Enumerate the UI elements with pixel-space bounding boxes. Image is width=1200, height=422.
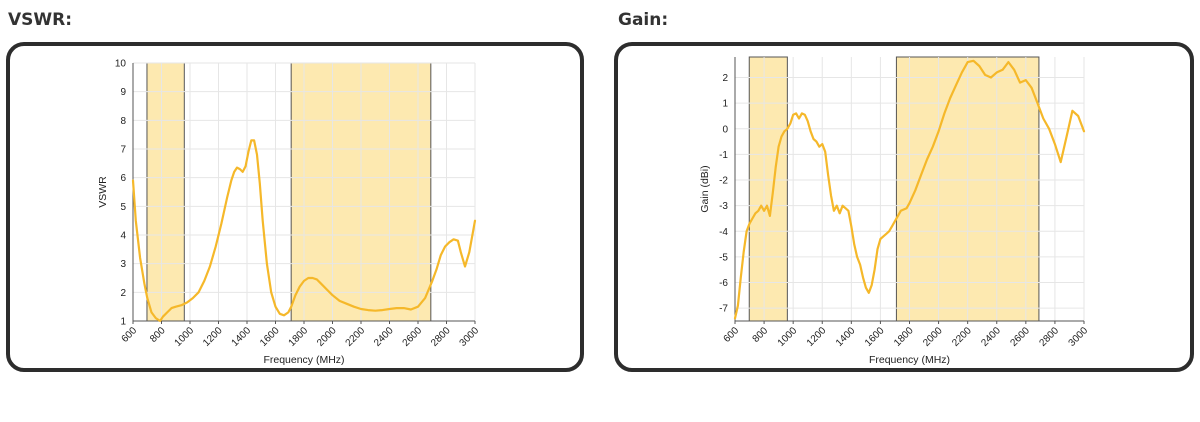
gain-chart: 600 800 1000 1200 1400 1600 1800 2000 2200 2400 26…	[699, 56, 1091, 366]
gain-x-tick-label-4: 1400	[834, 325, 858, 349]
gain-y-axis-label: Gain (dBi)	[699, 165, 711, 212]
vswr-y-ticks: 1 2 3 4 5 6 7 8 9 10	[115, 59, 127, 328]
vswr-x-ticks: 600 800 1000 1200 1400 1600 1800 2000 2200 2400 26…	[120, 321, 482, 349]
gain-y-tick-label-1: -6	[719, 278, 728, 289]
vswr-y-tick-label-1: 2	[120, 288, 126, 299]
vswr-x-tick-label-10: 2600	[401, 325, 425, 349]
vswr-y-tick-label-6: 7	[120, 145, 126, 156]
gain-x-tick-label-8: 2200	[950, 325, 974, 349]
gain-y-tick-label-9: 2	[722, 73, 728, 84]
gain-x-axis-label: Frequency (MHz)	[869, 354, 950, 366]
gain-y-tick-label-5: -2	[719, 176, 728, 187]
vswr-x-tick-label-1: 800	[148, 325, 168, 345]
gain-x-tick-label-2: 1000	[776, 325, 800, 349]
vswr-x-tick-label-3: 1200	[201, 325, 225, 349]
vswr-y-tick-label-8: 9	[120, 87, 126, 98]
gain-grid	[734, 57, 1085, 321]
vswr-x-tick-label-9: 2400	[372, 325, 396, 349]
vswr-x-axis-label: Frequency (MHz)	[263, 354, 344, 366]
gain-y-ticks: -7 -6 -5 -4 -3 -2 -1 0 1 2	[719, 73, 728, 315]
vswr-x-tick-label-4: 1400	[230, 325, 254, 349]
vswr-y-axis-label: VSWR	[97, 176, 109, 208]
gain-x-tick-label-7: 2000	[921, 325, 945, 349]
gain-y-tick-label-7: 0	[722, 124, 728, 135]
gain-y-tick-label-6: -1	[719, 150, 728, 161]
vswr-band-0	[146, 62, 185, 322]
gain-x-ticks: 600 800 1000 1200 1400 1600 1800 2000 2200 2400 26…	[722, 321, 1091, 349]
gain-y-tick-label-8: 1	[722, 99, 728, 110]
vswr-x-tick-label-2: 1000	[173, 325, 197, 349]
vswr-y-tick-label-0: 1	[120, 317, 126, 328]
vswr-x-tick-label-6: 1800	[287, 325, 311, 349]
vswr-chart: 600 800 1000 1200 1400 1600 1800 2000 2200 2400 26…	[97, 59, 482, 367]
gain-x-tick-label-1: 800	[751, 325, 771, 345]
vswr-x-tick-label-11: 2800	[429, 325, 453, 349]
gain-series-line-0	[733, 59, 1086, 320]
gain-x-tick-label-6: 1800	[892, 325, 916, 349]
vswr-x-tick-label-12: 3000	[458, 325, 482, 349]
vswr-grid	[132, 62, 476, 322]
vswr-y-tick-label-7: 8	[120, 116, 126, 127]
gain-y-tick-label-3: -4	[719, 227, 728, 238]
gain-x-tick-label-5: 1600	[863, 325, 887, 349]
gain-y-tick-label-4: -3	[719, 201, 728, 212]
gain-x-tick-label-0: 600	[722, 325, 742, 345]
gain-x-tick-label-9: 2400	[979, 325, 1003, 349]
gain-series	[733, 59, 1086, 320]
vswr-x-tick-label-5: 1600	[258, 325, 282, 349]
vswr-title: VSWR:	[8, 10, 73, 30]
gain-y-tick-label-2: -5	[719, 252, 728, 263]
gain-title: Gain:	[618, 10, 669, 30]
gain-x-tick-label-12: 3000	[1067, 325, 1091, 349]
vswr-x-tick-label-7: 2000	[315, 325, 339, 349]
gain-x-tick-label-3: 1200	[805, 325, 829, 349]
gain-band-0	[748, 56, 788, 322]
vswr-y-tick-label-2: 3	[120, 259, 126, 270]
vswr-chart-panel: 600 800 1000 1200 1400 1600 1800 2000 2200 2400 26…	[6, 42, 584, 372]
gain-x-tick-label-11: 2800	[1038, 325, 1062, 349]
vswr-x-tick-label-0: 600	[120, 325, 140, 345]
vswr-series-line-0	[131, 139, 477, 323]
gain-x-tick-label-10: 2600	[1008, 325, 1032, 349]
gain-chart-panel: 600 800 1000 1200 1400 1600 1800 2000 2200 2400 26…	[614, 42, 1194, 372]
vswr-y-tick-label-4: 5	[120, 202, 126, 213]
vswr-y-tick-label-3: 4	[120, 231, 126, 242]
vswr-x-tick-label-8: 2200	[344, 325, 368, 349]
vswr-y-tick-label-5: 6	[120, 173, 126, 184]
vswr-series	[131, 139, 477, 323]
vswr-y-tick-label-9: 10	[115, 59, 127, 70]
gain-y-tick-label-0: -7	[719, 304, 728, 315]
